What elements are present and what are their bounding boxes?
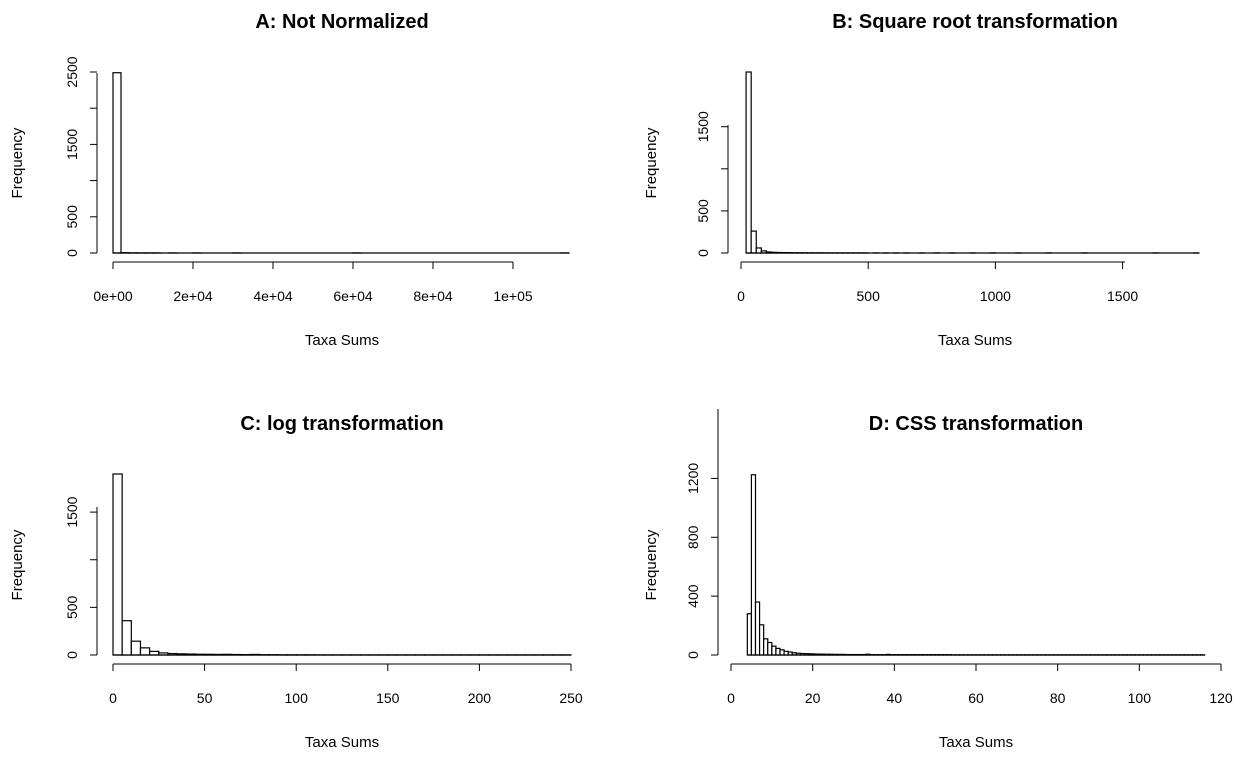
panel-c: C: log transformation 0 50 100 150 200 250 Taxa… [9, 413, 583, 751]
x-axis-label: Taxa Sums [938, 332, 1012, 349]
x-tick-label: 150 [376, 690, 400, 706]
y-tick-label: 0 [64, 249, 80, 257]
x-axis: 0 20 40 60 80 100 120 [727, 664, 1233, 706]
histogram-bar [122, 621, 131, 655]
x-axis-label: Taxa Sums [305, 332, 379, 349]
bars [746, 72, 1199, 253]
x-tick-label: 100 [1128, 690, 1152, 706]
x-tick-label: 20 [805, 690, 821, 706]
y-tick-label: 1200 [685, 463, 701, 494]
y-tick-label: 400 [685, 584, 701, 608]
histogram-bar [746, 72, 751, 253]
x-axis-label: Taxa Sums [939, 734, 1013, 751]
x-tick-label: 50 [197, 690, 213, 706]
panel-title: B: Square root transformation [832, 11, 1118, 33]
y-tick-label: 1500 [64, 129, 80, 160]
panel-title: D: CSS transformation [869, 413, 1083, 435]
histogram-bar [751, 475, 755, 655]
y-tick-label: 0 [685, 651, 701, 659]
histogram-bar [751, 231, 756, 253]
x-tick-label: 4e+04 [253, 288, 293, 304]
histogram-bar [113, 474, 122, 655]
histogram-bar [772, 646, 776, 655]
x-tick-label: 250 [559, 690, 583, 706]
histogram-bar [756, 602, 760, 655]
y-axis: 0 500 1500 [64, 496, 97, 659]
x-tick-label: 8e+04 [413, 288, 453, 304]
x-axis: 0e+00 2e+04 4e+04 6e+04 8e+04 1e+05 [93, 262, 533, 304]
bars [747, 475, 1204, 655]
bars [113, 73, 569, 253]
histogram-bar [140, 648, 149, 655]
x-tick-label: 120 [1209, 690, 1233, 706]
y-axis-label: Frequency [9, 529, 26, 600]
x-tick-label: 0e+00 [93, 288, 133, 304]
y-axis: 0 400 800 1200 [685, 409, 718, 659]
panel-d: D: CSS transformation 0 20 40 60 80 100 120 Taxa… [643, 409, 1233, 751]
x-tick-label: 100 [285, 690, 309, 706]
y-axis-label: Frequency [643, 529, 660, 600]
y-tick-label: 1500 [695, 111, 711, 142]
y-axis: 0 500 1500 [695, 111, 728, 257]
x-tick-label: 0 [727, 690, 735, 706]
x-tick-label: 2e+04 [173, 288, 213, 304]
histogram-bar [747, 614, 751, 655]
y-tick-label: 500 [64, 595, 80, 619]
x-tick-label: 1000 [980, 288, 1011, 304]
histogram-bar [756, 248, 761, 253]
y-tick-label: 0 [64, 651, 80, 659]
histogram-bar [760, 625, 764, 655]
x-axis-label: Taxa Sums [305, 734, 379, 751]
x-tick-label: 0 [109, 690, 117, 706]
x-tick-label: 40 [887, 690, 903, 706]
y-tick-label: 1500 [64, 496, 80, 527]
y-tick-label: 500 [695, 199, 711, 223]
bars [113, 474, 571, 655]
panel-a: A: Not Normalized 0e+00 2e+04 4e+04 6e+04 8e+… [9, 11, 569, 349]
x-axis: 0 50 100 150 200 250 [109, 664, 583, 706]
histogram-bar [768, 642, 772, 655]
panel-title: A: Not Normalized [255, 11, 428, 33]
y-axis: 0 500 1500 2500 [64, 56, 97, 257]
histogram-bar [131, 641, 140, 655]
y-axis-label: Frequency [9, 127, 26, 198]
x-tick-label: 1500 [1107, 288, 1138, 304]
y-tick-label: 500 [64, 205, 80, 229]
x-tick-label: 500 [857, 288, 881, 304]
y-tick-label: 0 [695, 249, 711, 257]
panel-b: B: Square root transformation 0 500 1000 150… [643, 11, 1199, 349]
x-tick-label: 200 [468, 690, 492, 706]
x-tick-label: 0 [737, 288, 745, 304]
histogram-bar [776, 648, 780, 655]
histogram-bar [764, 639, 768, 655]
x-tick-label: 6e+04 [333, 288, 373, 304]
panel-title: C: log transformation [240, 413, 443, 435]
histogram-bar [780, 650, 784, 655]
y-tick-label: 800 [685, 525, 701, 549]
x-tick-label: 1e+05 [493, 288, 533, 304]
y-axis-label: Frequency [643, 127, 660, 198]
histogram-bar [113, 73, 121, 253]
x-tick-label: 60 [968, 690, 984, 706]
x-axis: 0 500 1000 1500 [737, 262, 1138, 304]
y-tick-label: 2500 [64, 56, 80, 87]
x-tick-label: 80 [1050, 690, 1066, 706]
